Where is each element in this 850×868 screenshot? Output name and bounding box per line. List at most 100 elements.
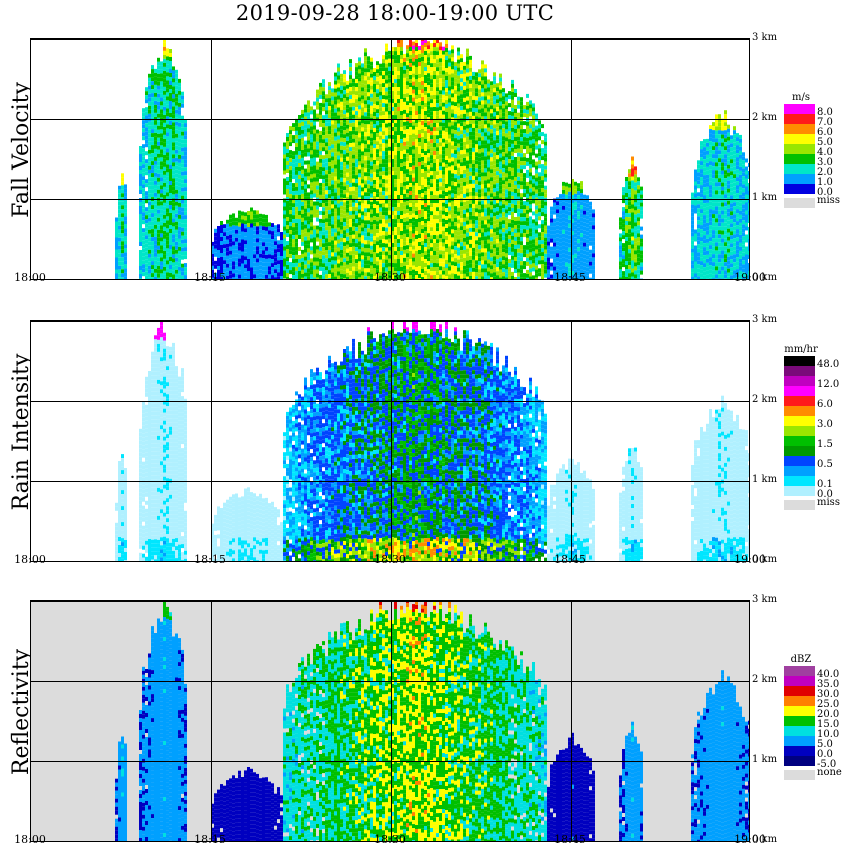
heatmap-cell [343,126,346,131]
heatmap-cell [478,189,481,194]
heatmap-cell [352,210,355,215]
heatmap-cell [400,163,403,167]
heatmap-cell [310,118,313,123]
heatmap-cell [298,207,301,211]
heatmap-cell [397,271,400,275]
heatmap-cell [439,54,442,59]
heatmap-cell [154,260,157,265]
heatmap-cell [403,133,406,138]
heatmap-cell [148,165,151,170]
heatmap-cell [487,223,490,228]
heatmap-cell [334,116,337,121]
heatmap-cell [388,226,391,231]
heatmap-cell [148,201,151,206]
heatmap-cell [481,72,484,77]
heatmap-cell [325,258,328,263]
heatmap-cell [454,174,457,179]
heatmap-cell [391,71,394,75]
heatmap-cell [481,156,484,161]
heatmap-cell [439,206,442,211]
heatmap-cell [481,228,484,233]
heatmap-cell [181,131,184,136]
heatmap-cell [475,208,478,213]
heatmap-cell [163,122,166,127]
heatmap-cell [439,274,442,279]
heatmap-cell [424,139,427,143]
heatmap-cell [118,193,121,198]
heatmap-cell [379,119,382,124]
heatmap-cell [388,126,391,131]
heatmap-cell [355,91,358,96]
heatmap-cell [406,253,409,258]
heatmap-cell [160,229,163,234]
heatmap-cell [409,215,412,219]
heatmap-cell [355,231,358,236]
heatmap-cell [400,251,403,255]
heatmap-cell [145,139,148,144]
heatmap-cell [424,235,427,239]
heatmap-cell [346,128,349,133]
heatmap-cell [463,169,466,174]
heatmap-cell [445,64,448,68]
heatmap-cell [241,215,244,220]
heatmap-cell [157,249,160,254]
heatmap-cell [490,181,493,186]
heatmap-cell [397,243,400,247]
heatmap-cell [424,71,427,75]
heatmap-cell [226,243,229,248]
heatmap-cell [436,255,439,260]
heatmap-cell [436,51,439,56]
heatmap-cell [397,115,400,119]
heatmap-cell [307,152,310,157]
heatmap-cell [322,187,325,192]
heatmap-cell [466,232,469,237]
heatmap-cell [151,129,154,134]
heatmap-cell [397,95,400,99]
heatmap-cell [157,257,160,262]
heatmap-cell [469,187,472,192]
heatmap-cell [250,243,253,248]
heatmap-cell [388,202,391,207]
heatmap-cell [169,233,172,237]
heatmap-cell [259,229,262,234]
heatmap-cell [337,143,340,148]
heatmap-cell [340,145,343,150]
heatmap-cell [184,219,187,224]
heatmap-cell [475,192,478,197]
chart-title: 2019-09-28 18:00-19:00 UTC [0,1,790,25]
heatmap-cell [145,235,148,240]
heatmap-cell [295,270,298,275]
heatmap-cell [115,253,118,258]
heatmap-cell [415,223,418,227]
heatmap-cell [358,133,361,138]
heatmap-cell [265,254,268,259]
heatmap-cell [325,226,328,231]
heatmap-cell [382,183,385,188]
heatmap-cell [478,121,481,126]
heatmap-cell [271,267,274,272]
heatmap-cell [115,233,118,238]
heatmap-cell [451,65,454,70]
heatmap-cell [394,139,397,144]
heatmap-cell [418,162,421,166]
heatmap-cell [397,255,400,259]
heatmap-cell [334,176,337,181]
heatmap-cell [472,187,475,192]
heatmap-cell [331,172,334,177]
heatmap-cell [358,149,361,154]
heatmap-cell [406,97,409,102]
heatmap-cell [373,136,376,140]
heatmap-cell [400,207,403,211]
heatmap-cell [361,207,364,212]
heatmap-cell [121,225,124,230]
heatmap-cell [310,142,313,147]
heatmap-cell [301,233,304,238]
heatmap-cell [145,239,148,244]
heatmap-cell [319,226,322,231]
heatmap-cell [319,170,322,175]
heatmap-cell [388,190,391,195]
heatmap-cell [442,126,445,131]
heatmap-cell [313,205,316,210]
heatmap-cell [454,146,457,151]
heatmap-cell [358,237,361,242]
